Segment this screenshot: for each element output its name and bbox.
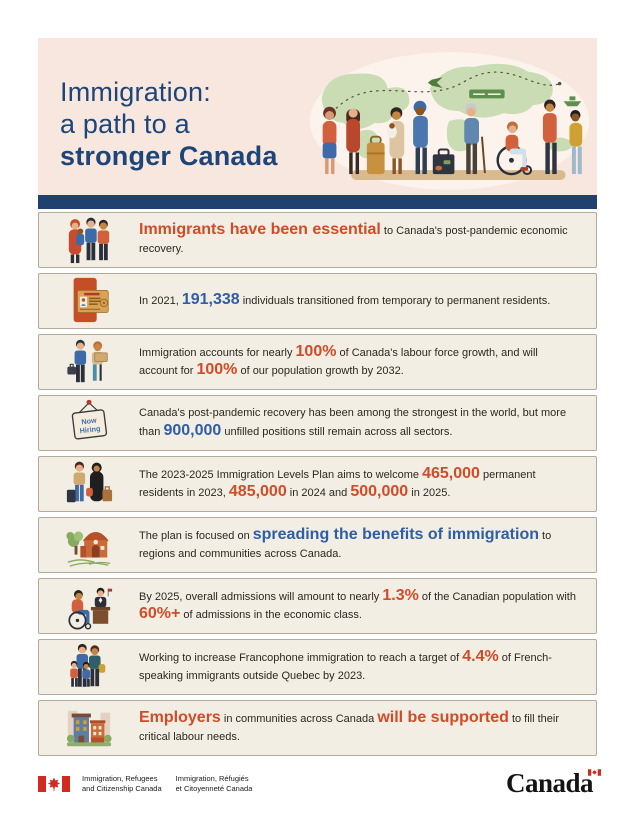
fact-text: The plan is focused on spreading the ben… bbox=[139, 527, 596, 562]
fact-segment-blue: spreading the benefits of immigration bbox=[252, 526, 539, 544]
ground bbox=[351, 170, 566, 180]
people-group bbox=[322, 99, 583, 176]
fact-segment-orange: 485,000 bbox=[228, 483, 287, 500]
fact-segment-blue: 900,000 bbox=[163, 421, 222, 439]
fact-text: Working to increase Francophone immigrat… bbox=[139, 649, 596, 684]
fact-segment-normal: to fill their critical labour needs. bbox=[139, 713, 560, 743]
fact-segment-orange: Immigrants have been essential bbox=[139, 221, 381, 239]
plane-icon bbox=[427, 77, 443, 89]
title-line-2: a path to a bbox=[60, 109, 190, 139]
person-man-mustard bbox=[569, 109, 583, 175]
fact-text: In 2021, 191,338 individuals transitione… bbox=[139, 290, 596, 310]
title-line-1: Immigration: bbox=[60, 77, 211, 107]
fact-segment-normal: Immigration accounts for nearly bbox=[139, 346, 296, 359]
fact-row-levels-plan: The 2023-2025 Immigration Levels Plan ai… bbox=[38, 456, 597, 512]
fact-segment-orange: 100% bbox=[196, 361, 238, 378]
fact-segment-orange: 500,000 bbox=[350, 483, 409, 500]
fact-segment-orange: 100% bbox=[295, 342, 337, 360]
person-mother-with-baby bbox=[387, 107, 405, 175]
admissions-desk-icon bbox=[68, 587, 113, 630]
immigrants-world-map-illustration bbox=[309, 52, 590, 190]
fact-segment-normal: of admissions in the economic class. bbox=[180, 609, 362, 621]
fact-text: Employers in communities across Canada w… bbox=[139, 710, 596, 745]
ship-icon bbox=[563, 96, 582, 107]
francophone-family-icon bbox=[70, 643, 106, 687]
fact-text: By 2025, overall admissions will amount … bbox=[139, 586, 596, 624]
fact-segment-orange: 60%+ bbox=[139, 605, 181, 622]
now-hiring-sign-icon: Now Hiring bbox=[71, 399, 108, 440]
department-signature: Immigration, Refugees and Citizenship Ca… bbox=[38, 774, 252, 793]
fact-row-employers: Employers in communities across Canada w… bbox=[38, 700, 597, 756]
family-icon bbox=[68, 217, 110, 264]
fact-segment-normal: in communities across Canada bbox=[220, 713, 378, 726]
fact-segment-normal: By 2025, overall admissions will amount … bbox=[139, 590, 383, 603]
page-title: Immigration: a path to a stronger Canada bbox=[60, 76, 278, 172]
fact-segment-normal: In 2021, bbox=[139, 294, 182, 307]
pr-card-icon bbox=[73, 277, 109, 323]
workers-icon bbox=[67, 339, 108, 383]
fact-segment-orange: 1.3% bbox=[382, 586, 419, 604]
divider-bar bbox=[38, 195, 597, 209]
fact-segment-orange: Employers bbox=[139, 709, 221, 727]
wordmark-flag-icon bbox=[588, 769, 601, 776]
fact-segment-normal: in 2024 and bbox=[286, 487, 351, 499]
canada-flag-icon bbox=[38, 775, 70, 792]
person-woman-wheelchair bbox=[496, 121, 533, 176]
travellers-luggage-icon bbox=[66, 461, 113, 503]
infographic: Immigration: a path to a stronger Canada bbox=[38, 38, 597, 761]
fact-segment-orange: 4.4% bbox=[462, 648, 499, 666]
header-banner: Immigration: a path to a stronger Canada bbox=[38, 38, 597, 195]
fact-text: Immigration accounts for nearly 100% of … bbox=[139, 342, 596, 380]
community-buildings-icon bbox=[66, 710, 112, 747]
sign-text-line2: Hiring bbox=[79, 424, 101, 435]
fact-rows: Immigrants have been essential to Canada… bbox=[38, 212, 597, 756]
fact-segment-normal: permanent residents in 2023, bbox=[139, 468, 536, 499]
fact-text: Canada's post-pandemic recovery has been… bbox=[139, 405, 596, 440]
fact-segment-normal: to regions and communities across Canada… bbox=[139, 530, 552, 560]
fact-text: The 2023-2025 Immigration Levels Plan ai… bbox=[139, 464, 596, 502]
fact-segment-normal: to Canada's post-pandemic economic recov… bbox=[139, 225, 568, 255]
footer: Immigration, Refugees and Citizenship Ca… bbox=[38, 768, 601, 799]
canada-wordmark: Canada bbox=[506, 768, 601, 799]
title-line-3: stronger Canada bbox=[60, 141, 278, 171]
department-name-en: Immigration, Refugees and Citizenship Ca… bbox=[82, 774, 162, 793]
fact-row-francophone: Working to increase Francophone immigrat… bbox=[38, 639, 597, 695]
fact-segment-orange: will be supported bbox=[377, 709, 509, 727]
person-tall-man-orange bbox=[542, 99, 557, 175]
person-woman-rust-dress bbox=[346, 108, 361, 175]
fact-segment-normal: in 2025. bbox=[408, 487, 451, 499]
suitcase-dark bbox=[432, 148, 455, 175]
fact-segment-orange: 465,000 bbox=[422, 464, 480, 482]
fact-row-pr-transitions: In 2021, 191,338 individuals transitione… bbox=[38, 273, 597, 329]
fact-text: Immigrants have been essential to Canada… bbox=[139, 222, 596, 257]
fact-segment-normal: unfilled positions still remain across a… bbox=[221, 425, 453, 438]
fact-segment-normal: Canada's post-pandemic recovery has been… bbox=[139, 407, 567, 438]
fact-segment-normal: Working to increase Francophone immigrat… bbox=[139, 652, 463, 665]
department-name-fr: Immigration, Réfugiés et Citoyenneté Can… bbox=[175, 774, 253, 793]
fact-segment-normal: of the Canadian population with bbox=[418, 590, 576, 603]
suitcase-mustard bbox=[366, 135, 385, 175]
fact-segment-blue: 191,338 bbox=[181, 290, 240, 308]
fact-segment-normal: individuals transitioned from temporary … bbox=[239, 294, 551, 307]
fact-row-labour-force: Immigration accounts for nearly 100% of … bbox=[38, 334, 597, 390]
fact-segment-normal: The 2023-2025 Immigration Levels Plan ai… bbox=[139, 468, 423, 481]
flight-route-path bbox=[331, 71, 560, 114]
fact-row-unfilled-positions: Now Hiring Canada's post-pandemic recove… bbox=[38, 395, 597, 451]
fact-segment-normal: The plan is focused on bbox=[139, 530, 253, 543]
route-dot bbox=[557, 81, 562, 86]
person-man-turban bbox=[413, 100, 428, 175]
person-elderly-man-cane bbox=[464, 103, 486, 175]
fact-segment-normal: of our population growth by 2032. bbox=[237, 365, 404, 377]
fact-row-admissions: By 2025, overall admissions will amount … bbox=[38, 578, 597, 634]
fact-segment-normal: of Canada's labour force growth, and wil… bbox=[139, 346, 538, 377]
map-label-tag bbox=[469, 89, 505, 99]
fact-row-regional-spread: The plan is focused on spreading the ben… bbox=[38, 517, 597, 573]
farm-icon bbox=[66, 531, 111, 567]
fact-row-essential: Immigrants have been essential to Canada… bbox=[38, 212, 597, 268]
person-woman-orange-top bbox=[322, 106, 337, 175]
fact-segment-normal: of French-speaking immigrants outside Qu… bbox=[139, 652, 552, 682]
sign-text-line1: Now bbox=[81, 416, 98, 427]
